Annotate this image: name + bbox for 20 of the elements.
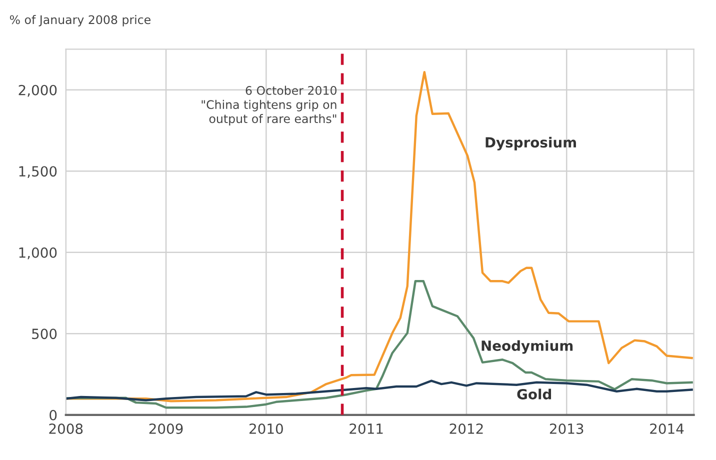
- y-tick-label: 1,000: [19, 247, 57, 260]
- x-tick-label: 2008: [49, 424, 83, 434]
- line-series: [66, 380, 693, 402]
- y-axis-title: % of January 2008 price: [10, 14, 150, 26]
- x-tick-label: 2009: [149, 424, 183, 434]
- series-label: Dysprosium: [486, 136, 576, 150]
- y-tick-label: 0: [50, 410, 57, 420]
- x-tick-label: 2013: [550, 424, 584, 434]
- y-tick-label: 2,000: [18, 84, 57, 97]
- line-series: [66, 280, 693, 409]
- line-series: [66, 71, 693, 402]
- x-tick-label: 2010: [250, 424, 283, 434]
- series-label: Gold: [517, 388, 552, 400]
- x-tick-label: 2014: [650, 424, 684, 434]
- series-label: Neodymium: [482, 340, 573, 354]
- ref-line-label: 6 October 2010 "China tightens grip on output of rare earths": [202, 86, 336, 126]
- x-tick-label: 2012: [450, 424, 483, 434]
- y-tick-label: 500: [32, 328, 57, 340]
- x-tick-label: 2011: [350, 424, 383, 434]
- y-tick-label: 1,500: [19, 166, 57, 178]
